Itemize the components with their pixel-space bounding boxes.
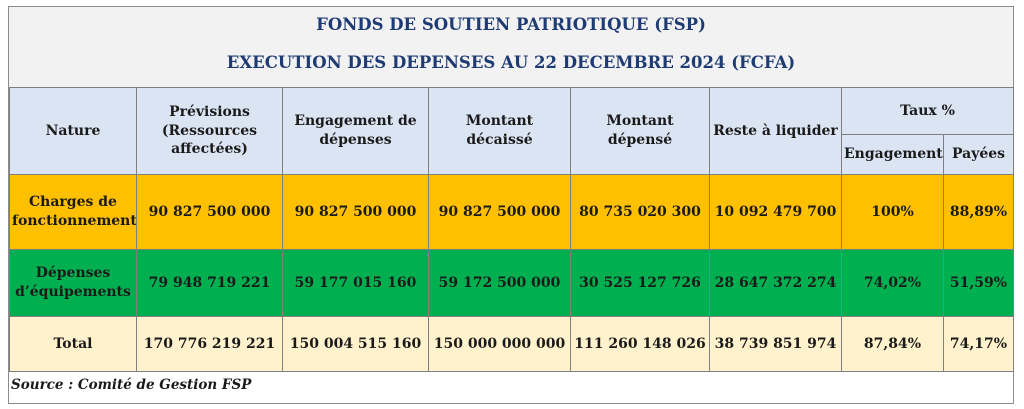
row-depense: 111 260 148 026 [570,316,710,372]
header-taux-engagement: Engagement [841,134,944,175]
row-previsions: 79 948 719 221 [136,249,283,317]
header-previsions: Prévisions (Ressources affectées) [136,87,283,175]
row-nature: Total [9,316,137,372]
header-montant-decaisse: Montant décaissé [428,87,571,175]
row-reste: 38 739 851 974 [709,316,842,372]
row-nature: Dépenses d’équipements [9,249,137,317]
header-engagement: Engagement de dépenses [282,87,429,175]
row-taux-engagement: 87,84% [841,316,944,372]
row-reste: 10 092 479 700 [709,174,842,250]
title-area: FONDS DE SOUTIEN PATRIOTIQUE (FSP) EXECU… [9,7,1013,88]
row-taux-payees: 88,89% [942,174,1015,250]
header-subrow: Engagement Payées [10,134,1015,175]
row-depense: 30 525 127 726 [570,249,710,317]
expenses-table: Nature Prévisions (Ressources affectées)… [9,87,1015,372]
row-decaisse: 90 827 500 000 [428,174,571,250]
row-engagement: 150 004 515 160 [282,316,429,372]
header-nature: Nature [9,87,137,175]
table-frame: FONDS DE SOUTIEN PATRIOTIQUE (FSP) EXECU… [8,6,1015,404]
row-depense: 80 735 020 300 [570,174,710,250]
row-decaisse: 59 172 500 000 [428,249,571,317]
row-taux-engagement: 100% [841,174,944,250]
table-title: FONDS DE SOUTIEN PATRIOTIQUE (FSP) [316,15,706,34]
table-row: Dépenses d’équipements 79 948 719 221 59… [9,249,1015,317]
row-engagement: 59 177 015 160 [282,249,429,317]
row-previsions: 90 827 500 000 [136,174,283,250]
row-taux-engagement: 74,02% [841,249,944,317]
source-note: Source : Comité de Gestion FSP [11,377,252,393]
total-row: Total 170 776 219 221 150 004 515 160 15… [9,316,1015,372]
row-decaisse: 150 000 000 000 [428,316,571,372]
header-row: Nature Prévisions (Ressources affectées)… [9,87,1015,175]
table-subtitle: EXECUTION DES DEPENSES AU 22 DECEMBRE 20… [226,53,796,72]
table-row: Charges de fonctionnement 90 827 500 000… [9,174,1015,250]
row-nature: Charges de fonctionnement [9,174,137,250]
row-taux-payees: 51,59% [942,249,1015,317]
row-taux-payees: 74,17% [942,316,1015,372]
row-reste: 28 647 372 274 [709,249,842,317]
header-montant-depense: Montant dépensé [570,87,710,175]
row-previsions: 170 776 219 221 [136,316,283,372]
header-taux: Taux % [840,87,1015,135]
header-taux-payees: Payées [942,134,1015,175]
row-engagement: 90 827 500 000 [282,174,429,250]
header-reste: Reste à liquider [709,87,842,175]
